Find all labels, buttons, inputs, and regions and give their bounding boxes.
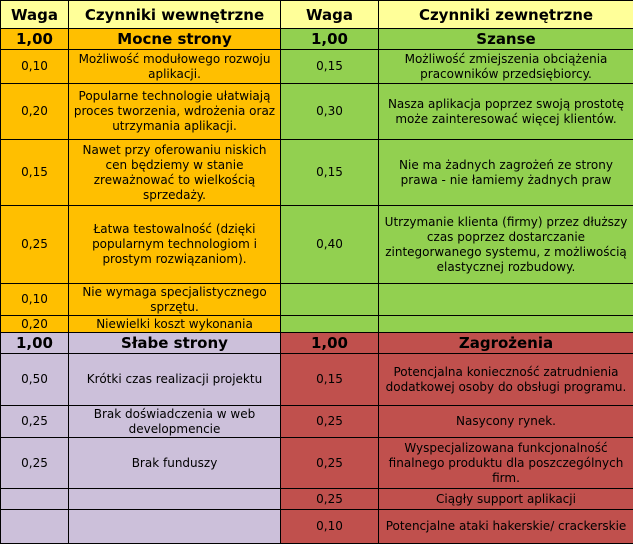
threat-weight: 0,25 xyxy=(280,488,379,510)
weakness-weight: 0,50 xyxy=(0,353,69,406)
opportunity-weight: 0,30 xyxy=(280,83,379,140)
section-row: 1,00 Słabe strony 1,00 Zagrożenia xyxy=(0,332,633,354)
table-row: 0,10 Możliwość modułowego rozwoju aplika… xyxy=(0,49,633,84)
strength-weight: 0,10 xyxy=(0,49,69,84)
opportunity-text: Nasza aplikacja poprzez swoją prostotę m… xyxy=(378,83,633,140)
threat-text: Nasycony rynek. xyxy=(378,405,633,438)
opportunities-total-weight: 1,00 xyxy=(280,28,379,50)
strength-text: Niewielki koszt wykonania xyxy=(68,315,281,333)
weakness-text: Brak funduszy xyxy=(68,437,281,489)
opportunity-weight: 0,40 xyxy=(280,205,379,284)
threat-weight: 0,15 xyxy=(280,353,379,406)
strength-text: Możliwość modułowego rozwoju aplikacji. xyxy=(68,49,281,84)
weakness-text: Krótki czas realizacji projektu xyxy=(68,353,281,406)
table-row: 0,25 Ciągły support aplikacji xyxy=(0,488,633,510)
header-external-factors: Czynniki zewnętrzne xyxy=(378,0,633,29)
table-row: 0,25 Brak funduszy 0,25 Wyspecjalizowana… xyxy=(0,437,633,489)
opportunity-text: Utrzymanie klienta (firmy) przez dłuższy… xyxy=(378,205,633,284)
empty-cell xyxy=(68,509,281,544)
empty-cell xyxy=(378,315,633,333)
strength-text: Nawet przy oferowaniu niskich cen będzie… xyxy=(68,139,281,206)
opportunities-title: Szanse xyxy=(378,28,633,50)
strength-text: Nie wymaga specjalistycznego sprzętu. xyxy=(68,283,281,316)
empty-cell xyxy=(280,315,379,333)
opportunity-text: Nie ma żadnych zagrożeń ze strony prawa … xyxy=(378,139,633,206)
threat-text: Potencjalna konieczność zatrudnienia dod… xyxy=(378,353,633,406)
threat-weight: 0,25 xyxy=(280,405,379,438)
weakness-text: Brak doświadczenia w web developmencie xyxy=(68,405,281,438)
empty-cell xyxy=(0,488,69,510)
strengths-total-weight: 1,00 xyxy=(0,28,69,50)
table-row: 0,20 Niewielki koszt wykonania xyxy=(0,315,633,333)
empty-cell xyxy=(68,488,281,510)
table-row: 0,50 Krótki czas realizacji projektu 0,1… xyxy=(0,353,633,406)
table-row: 0,25 Łatwa testowalność (dzięki popularn… xyxy=(0,205,633,284)
threat-text: Wyspecjalizowana funkcjonalność finalneg… xyxy=(378,437,633,489)
strength-text: Popularne technologie ułatwiają proces t… xyxy=(68,83,281,140)
threat-weight: 0,10 xyxy=(280,509,379,544)
threat-text: Potencjalne ataki hakerskie/ crackerskie xyxy=(378,509,633,544)
strength-weight: 0,10 xyxy=(0,283,69,316)
table-row: 0,25 Brak doświadczenia w web developmen… xyxy=(0,405,633,438)
weakness-weight: 0,25 xyxy=(0,405,69,438)
opportunity-weight: 0,15 xyxy=(280,139,379,206)
opportunity-text: Możliwość zmiejszenia obciążenia pracown… xyxy=(378,49,633,84)
header-weight: Waga xyxy=(280,0,379,29)
strength-weight: 0,15 xyxy=(0,139,69,206)
strength-weight: 0,20 xyxy=(0,83,69,140)
threats-total-weight: 1,00 xyxy=(280,332,379,354)
empty-cell xyxy=(0,509,69,544)
weakness-weight: 0,25 xyxy=(0,437,69,489)
weaknesses-total-weight: 1,00 xyxy=(0,332,69,354)
section-row: 1,00 Mocne strony 1,00 Szanse xyxy=(0,28,633,50)
threats-title: Zagrożenia xyxy=(378,332,633,354)
empty-cell xyxy=(280,283,379,316)
table-row: 0,15 Nawet przy oferowaniu niskich cen b… xyxy=(0,139,633,206)
header-row: Waga Czynniki wewnętrzne Waga Czynniki z… xyxy=(0,0,633,29)
strength-text: Łatwa testowalność (dzięki popularnym te… xyxy=(68,205,281,284)
empty-cell xyxy=(378,283,633,316)
threat-text: Ciągły support aplikacji xyxy=(378,488,633,510)
header-internal-factors: Czynniki wewnętrzne xyxy=(68,0,281,29)
strength-weight: 0,25 xyxy=(0,205,69,284)
strength-weight: 0,20 xyxy=(0,315,69,333)
table-row: 0,10 Potencjalne ataki hakerskie/ cracke… xyxy=(0,509,633,544)
weaknesses-title: Słabe strony xyxy=(68,332,281,354)
threat-weight: 0,25 xyxy=(280,437,379,489)
table-row: 0,10 Nie wymaga specjalistycznego sprzęt… xyxy=(0,283,633,316)
strengths-title: Mocne strony xyxy=(68,28,281,50)
opportunity-weight: 0,15 xyxy=(280,49,379,84)
table-row: 0,20 Popularne technologie ułatwiają pro… xyxy=(0,83,633,140)
header-weight: Waga xyxy=(0,0,69,29)
